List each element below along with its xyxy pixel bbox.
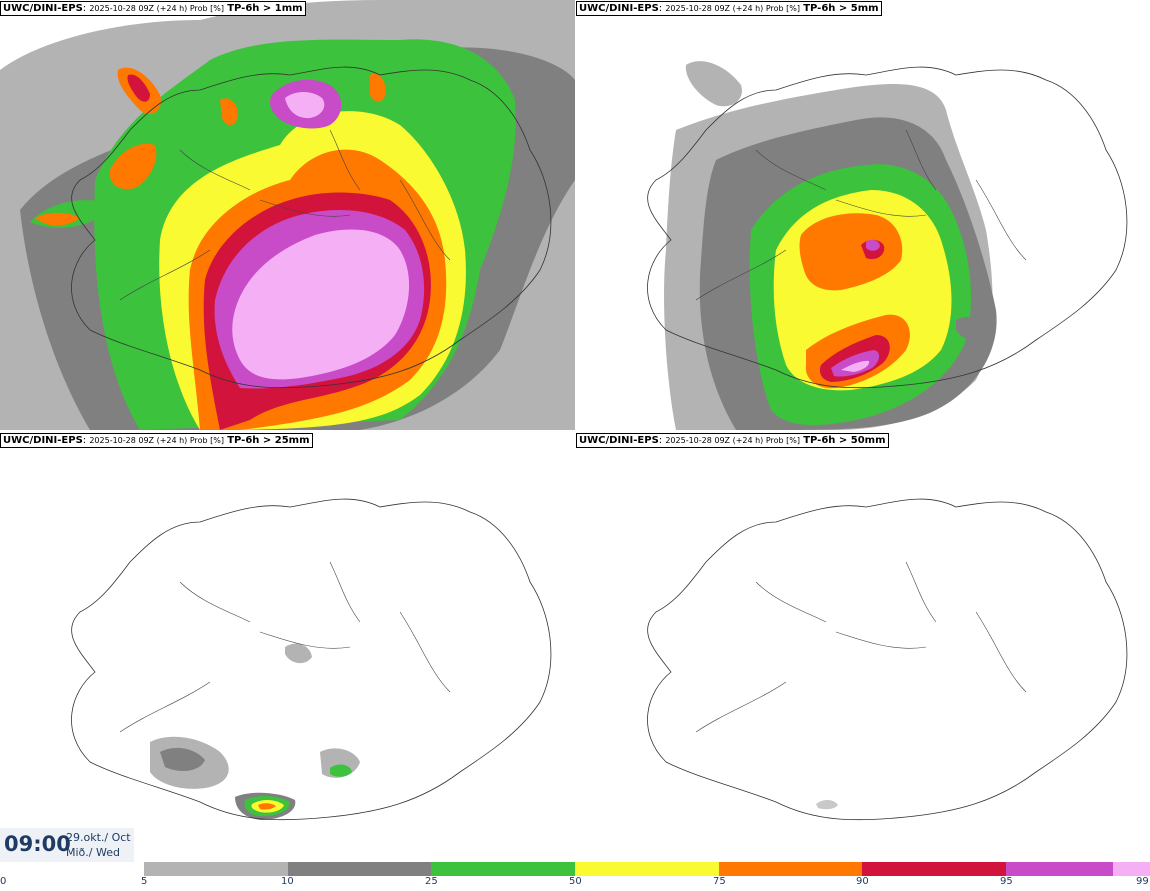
legend-bin <box>431 862 575 876</box>
legend-bin <box>719 862 862 876</box>
map-panel-5mm: UWC/DINI-EPS: 2025-10-28 09Z (+24 h) Pro… <box>576 0 1150 430</box>
legend-tick: 50 <box>569 876 582 887</box>
legend-bin <box>144 862 288 876</box>
coastline-iceland <box>71 66 552 389</box>
legend-tick: 75 <box>713 876 726 887</box>
prob-area-10 <box>160 747 205 772</box>
panel-title: UWC/DINI-EPS: 2025-10-28 09Z (+24 h) Pro… <box>0 1 306 16</box>
legend-tick: 5 <box>141 876 148 887</box>
prob-area-99 <box>841 360 870 372</box>
model-name: UWC/DINI-EPS <box>579 3 659 14</box>
panel-title: UWC/DINI-EPS: 2025-10-28 09Z (+24 h) Pro… <box>576 433 889 448</box>
legend-tick: 95 <box>1000 876 1013 887</box>
valid-weekday: Mið./ Wed <box>66 846 120 859</box>
prob-area-99 <box>232 229 410 380</box>
valid-time-box <box>0 828 134 862</box>
run-info: 2025-10-28 09Z (+24 h) Prob [%] <box>89 436 225 445</box>
prob-area-75 <box>799 213 903 291</box>
threshold-label: TP-6h > 5mm <box>803 3 879 14</box>
threshold-label: TP-6h > 1mm <box>227 3 303 14</box>
legend-tick: 25 <box>425 876 438 887</box>
coastline-inner <box>695 129 1027 301</box>
probability-map-25mm <box>71 498 552 821</box>
legend-tick: 0 <box>0 876 7 887</box>
prob-cell-west3 <box>35 212 80 226</box>
valid-date: 29.okt./ Oct <box>66 831 131 844</box>
legend-bin <box>288 862 431 876</box>
run-info: 2025-10-28 09Z (+24 h) Prob [%] <box>89 4 225 13</box>
run-info: 2025-10-28 09Z (+24 h) Prob [%] <box>665 436 801 445</box>
valid-time: 09:00 <box>4 832 71 856</box>
prob-cell-west1b <box>127 74 150 102</box>
map-panel-1mm: UWC/DINI-EPS: 2025-10-28 09Z (+24 h) Pro… <box>0 0 575 430</box>
legend-bin <box>575 862 719 876</box>
legend-tick: 90 <box>856 876 869 887</box>
coastline-iceland <box>647 66 1128 389</box>
map-panel-50mm: UWC/DINI-EPS: 2025-10-28 09Z (+24 h) Pro… <box>576 432 1150 862</box>
legend-bin <box>1006 862 1113 876</box>
legend-tick: 10 <box>281 876 294 887</box>
prob-area-5 <box>816 799 838 810</box>
run-info: 2025-10-28 09Z (+24 h) Prob [%] <box>665 4 801 13</box>
probability-map-5mm <box>647 61 1128 430</box>
coastline-inner <box>119 129 451 301</box>
panel-title: UWC/DINI-EPS: 2025-10-28 09Z (+24 h) Pro… <box>576 1 882 16</box>
prob-area-5c <box>285 643 312 664</box>
prob-area-5b <box>685 61 742 107</box>
probability-map-1mm <box>0 0 575 430</box>
map-panel-25mm: UWC/DINI-EPS: 2025-10-28 09Z (+24 h) Pro… <box>0 432 575 862</box>
threshold-label: TP-6h > 25mm <box>227 435 310 446</box>
threshold-label: TP-6h > 50mm <box>803 435 886 446</box>
panel-title: UWC/DINI-EPS: 2025-10-28 09Z (+24 h) Pro… <box>0 433 313 448</box>
prob-area-10-east <box>956 316 988 342</box>
prob-cell-west2 <box>109 143 157 190</box>
probability-map-50mm <box>647 498 1128 821</box>
legend-bin <box>1113 862 1150 876</box>
prob-cell-nw <box>370 73 386 102</box>
coastline-iceland <box>71 498 552 821</box>
model-name: UWC/DINI-EPS <box>3 435 83 446</box>
model-name: UWC/DINI-EPS <box>579 435 659 446</box>
prob-cell-nw2 <box>220 98 238 126</box>
legend-tick: 99 <box>1136 876 1149 887</box>
prob-area-25b <box>330 764 352 777</box>
prob-cell-north-core <box>285 92 325 119</box>
coastline-iceland <box>647 498 1128 821</box>
coastline-inner <box>695 561 1027 733</box>
prob-area-75 <box>258 803 276 810</box>
coastline-inner <box>119 561 451 733</box>
legend-bin <box>862 862 1006 876</box>
prob-cell-east2 <box>866 239 880 251</box>
model-name: UWC/DINI-EPS <box>3 3 83 14</box>
